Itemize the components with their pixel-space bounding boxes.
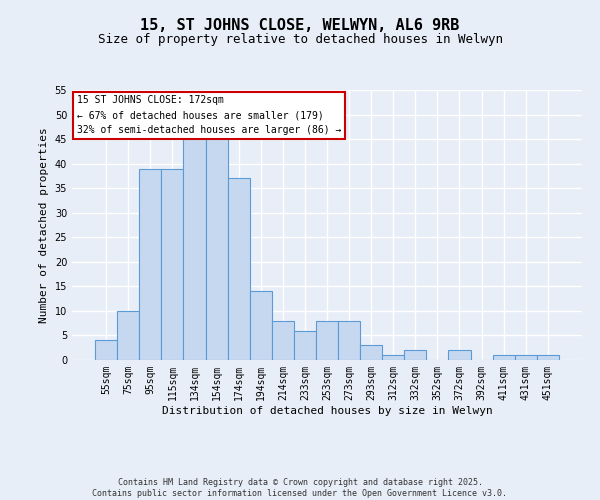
Bar [294, 330, 316, 360]
X-axis label: Distribution of detached houses by size in Welwyn: Distribution of detached houses by size … [161, 406, 493, 415]
Bar [382, 355, 404, 360]
Bar [250, 292, 272, 360]
Bar [206, 134, 227, 360]
Bar [272, 320, 294, 360]
Y-axis label: Number of detached properties: Number of detached properties [39, 127, 49, 323]
Text: Size of property relative to detached houses in Welwyn: Size of property relative to detached ho… [97, 32, 503, 46]
Bar [139, 168, 161, 360]
Bar [515, 355, 537, 360]
Text: Contains HM Land Registry data © Crown copyright and database right 2025.
Contai: Contains HM Land Registry data © Crown c… [92, 478, 508, 498]
Bar [161, 168, 184, 360]
Bar [338, 320, 360, 360]
Bar [316, 320, 338, 360]
Bar [493, 355, 515, 360]
Bar [95, 340, 117, 360]
Bar [448, 350, 470, 360]
Bar [360, 346, 382, 360]
Bar [117, 311, 139, 360]
Text: 15 ST JOHNS CLOSE: 172sqm
← 67% of detached houses are smaller (179)
32% of semi: 15 ST JOHNS CLOSE: 172sqm ← 67% of detac… [77, 96, 341, 135]
Bar [537, 355, 559, 360]
Bar [184, 134, 206, 360]
Text: 15, ST JOHNS CLOSE, WELWYN, AL6 9RB: 15, ST JOHNS CLOSE, WELWYN, AL6 9RB [140, 18, 460, 32]
Bar [227, 178, 250, 360]
Bar [404, 350, 427, 360]
